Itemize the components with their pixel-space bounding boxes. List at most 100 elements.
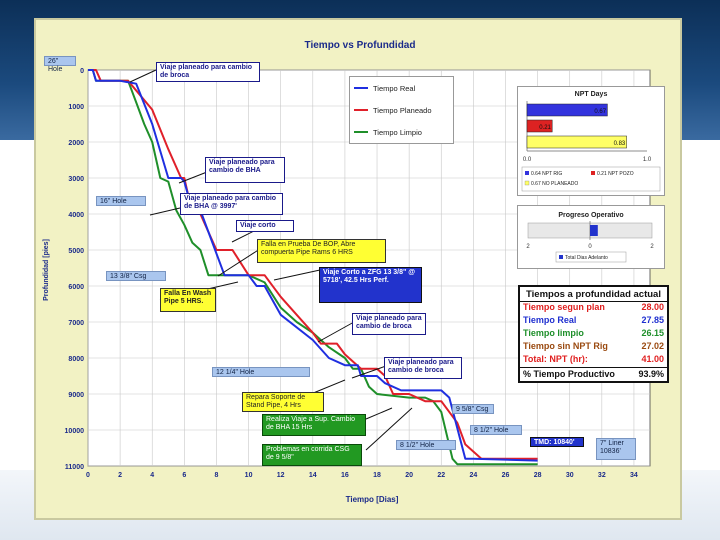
x-tick-label: 2 bbox=[118, 472, 122, 479]
series-line-tiempo-planeado bbox=[88, 69, 538, 460]
x-tick-label: 26 bbox=[502, 472, 510, 479]
x-tick-label: 4 bbox=[150, 472, 154, 479]
series-line-tiempo-real bbox=[88, 69, 538, 462]
summary-value-plan: 28.00 bbox=[641, 302, 664, 312]
npt-title: NPT Days bbox=[575, 91, 608, 98]
npt-value-rig: 0.67 bbox=[594, 109, 606, 115]
progreso-legend: Total Dias Adelanto bbox=[565, 255, 608, 261]
x-tick-label: 8 bbox=[215, 472, 219, 479]
npt-value-no-planeado: 0.83 bbox=[614, 141, 626, 147]
x-tick-label: 0 bbox=[86, 472, 90, 479]
annotation-repara-stand-pipe: Repara Soporte de Stand Pipe, 4 Hrs bbox=[242, 392, 324, 412]
chart-series bbox=[88, 69, 538, 466]
annotation-viaje-broca-2: Viaje planeado para cambio de broca bbox=[352, 313, 426, 335]
annotation-tmd: TMD: 10840' bbox=[530, 437, 584, 447]
annotation-realiza-viaje: Realiza Viaje a Sup. Cambio de BHA 15 Hr… bbox=[262, 414, 366, 436]
npt-legend-rig: 0.64 NPT RIG bbox=[531, 171, 562, 177]
summary-label-npt: Total: NPT (hr): bbox=[523, 354, 588, 364]
annotation-viaje-corto-zfg: Viaje Corto a ZFG 13 3/8" @ 5718', 42.5 … bbox=[319, 267, 422, 303]
y-tick-label: 4000 bbox=[68, 212, 84, 219]
summary-table: Tiempos a profundidad actual Tiempo segu… bbox=[518, 285, 669, 383]
x-tick-label: 28 bbox=[534, 472, 542, 479]
y-tick-label: 10000 bbox=[65, 428, 85, 435]
annotation-falla-wash-pipe: Falla En Wash Pipe 5 HRS. bbox=[160, 288, 216, 312]
summary-value-limpio: 26.15 bbox=[641, 328, 664, 338]
series-line-tiempo-limpio bbox=[88, 69, 538, 466]
progreso-operativo-chart: Progreso Operativo 2 0 2 Total Dias Adel… bbox=[517, 205, 665, 269]
annotation-viaje-bha-1: Viaje planeado para cambio de BHA bbox=[205, 157, 285, 183]
annotation-26-hole: 26" Hole bbox=[44, 56, 76, 73]
x-tick-label: 30 bbox=[566, 472, 574, 479]
summary-row-npt: Total: NPT (hr): 41.00 bbox=[523, 354, 664, 366]
summary-row-plan: Tiempo segun plan 28.00 bbox=[523, 302, 664, 314]
npt-bar-rig bbox=[526, 103, 608, 117]
summary-label-productivo: % Tiempo Productivo bbox=[523, 369, 615, 379]
x-tick-label: 14 bbox=[309, 472, 317, 479]
y-tick-label: 2000 bbox=[68, 140, 84, 147]
annotation-13-csg: 13 3/8" Csg bbox=[106, 271, 166, 281]
y-tick-label: 11000 bbox=[65, 464, 84, 471]
npt-days-svg: NPT Days 0.67 0.21 0.83 0.0 1.0 0.64 NPT… bbox=[521, 91, 661, 192]
x-tick-label: 32 bbox=[598, 472, 606, 479]
progreso-title: Progreso Operativo bbox=[558, 212, 623, 219]
legend-item-real: Tiempo Real bbox=[354, 83, 415, 93]
legend-item-planeado: Tiempo Planeado bbox=[354, 105, 432, 115]
y-tick-label: 1000 bbox=[68, 104, 84, 111]
chart-title: Tiempo vs Profundidad bbox=[305, 40, 416, 51]
annotation-7-liner: 7" Liner 10836' bbox=[596, 438, 636, 460]
x-tick-label: 16 bbox=[341, 472, 349, 479]
summary-table-title: Tiempos a profundidad actual bbox=[526, 289, 661, 300]
legend-label-limpio: Tiempo Limpio bbox=[373, 127, 422, 137]
summary-value-real: 27.85 bbox=[641, 315, 664, 325]
summary-row-sin-npt: Tiempo sin NPT Rig 27.02 bbox=[523, 341, 664, 353]
x-tick-label: 12 bbox=[277, 472, 285, 479]
annotation-8-hole-right: 8 1/2" Hole bbox=[470, 425, 522, 435]
x-tick-label: 24 bbox=[469, 472, 477, 479]
y-tick-label: 7000 bbox=[68, 320, 84, 327]
annotation-falla-bop: Falla en Prueba De BOP, Abre compuerta P… bbox=[257, 239, 386, 263]
annotation-12-hole: 12 1/4" Hole bbox=[212, 367, 310, 377]
annotation-9-csg: 9 5/8" Csg bbox=[452, 404, 494, 414]
npt-legend-pozo: 0.21 NPT POZO bbox=[597, 171, 634, 177]
y-tick-label: 8000 bbox=[68, 356, 84, 363]
summary-value-sin-npt: 27.02 bbox=[641, 341, 664, 351]
annotation-viaje-corto: Viaje corto bbox=[236, 220, 294, 232]
legend-item-limpio: Tiempo Limpio bbox=[354, 127, 422, 137]
summary-label-real: Tiempo Real bbox=[523, 315, 577, 325]
x-tick-label: 18 bbox=[373, 472, 381, 479]
x-axis-label: Tiempo [Dias] bbox=[346, 495, 399, 504]
summary-value-productivo: 93.9% bbox=[638, 369, 664, 379]
summary-label-limpio: Tiempo limpio bbox=[523, 328, 584, 338]
summary-value-npt: 41.00 bbox=[641, 354, 664, 364]
legend-swatch-real bbox=[354, 87, 368, 89]
npt-tick-1: 1.0 bbox=[643, 157, 652, 163]
annotation-problemas-csg: Problemas en corrida CSG de 9 5/8" bbox=[262, 444, 362, 466]
chart-ticks: 0 2 4 6 8 10 12 14 16 18 20 22 24 26 28 30 32 34010002000… bbox=[65, 68, 638, 479]
chart-legend: Tiempo Real Tiempo Planeado Tiempo Limpi… bbox=[349, 76, 454, 144]
x-tick-label: 10 bbox=[245, 472, 253, 479]
npt-bar-no-planeado bbox=[526, 135, 627, 149]
npt-value-pozo: 0.21 bbox=[539, 125, 551, 131]
progreso-tick-2: 2 bbox=[650, 244, 654, 250]
npt-days-chart: NPT Days 0.67 0.21 0.83 0.0 1.0 0.64 NPT… bbox=[517, 86, 665, 196]
legend-swatch-planeado bbox=[354, 109, 368, 111]
progreso-tick-1: 0 bbox=[588, 244, 592, 250]
annotation-viaje-broca-1: Viaje planeado para cambio de broca bbox=[156, 62, 260, 82]
y-tick-label: 5000 bbox=[68, 248, 84, 255]
y-tick-label: 0 bbox=[80, 68, 84, 75]
legend-label-real: Tiempo Real bbox=[373, 83, 416, 93]
summary-row-real: Tiempo Real 27.85 bbox=[523, 315, 664, 327]
x-tick-label: 6 bbox=[182, 472, 186, 479]
progreso-tick-0: 2 bbox=[526, 244, 530, 250]
y-tick-label: 3000 bbox=[68, 176, 84, 183]
y-tick-label: 6000 bbox=[68, 284, 84, 291]
summary-row-limpio: Tiempo limpio 26.15 bbox=[523, 328, 664, 340]
summary-label-sin-npt: Tiempo sin NPT Rig bbox=[523, 341, 608, 351]
legend-swatch-limpio bbox=[354, 131, 368, 133]
legend-label-planeado: Tiempo Planeado bbox=[373, 105, 432, 115]
progreso-svg: Progreso Operativo 2 0 2 Total Dias Adel… bbox=[526, 212, 654, 263]
annotation-16-hole: 16" Hole bbox=[96, 196, 146, 206]
x-tick-label: 22 bbox=[437, 472, 445, 479]
summary-label-plan: Tiempo segun plan bbox=[523, 302, 605, 312]
progreso-bar bbox=[590, 225, 598, 236]
